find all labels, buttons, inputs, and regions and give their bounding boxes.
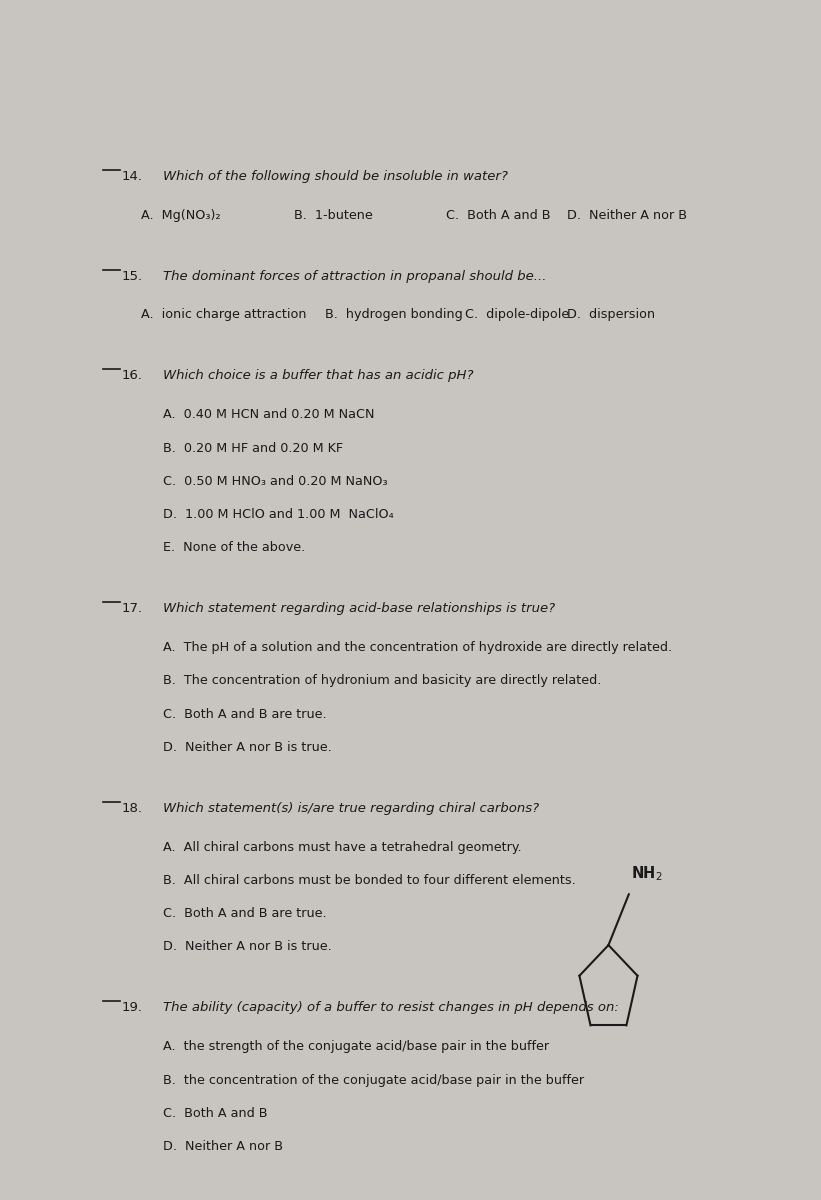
Text: D.  Neither A nor B: D. Neither A nor B (567, 209, 687, 222)
Text: The dominant forces of attraction in propanal should be...: The dominant forces of attraction in pro… (163, 270, 547, 283)
Text: B.  the concentration of the conjugate acid/base pair in the buffer: B. the concentration of the conjugate ac… (163, 1074, 585, 1086)
Text: 14.: 14. (122, 170, 143, 182)
Text: A.  Mg(NO₃)₂: A. Mg(NO₃)₂ (141, 209, 220, 222)
Text: D.  Neither A nor B: D. Neither A nor B (163, 1140, 283, 1153)
Text: 18.: 18. (122, 802, 143, 815)
Text: B.  1-butene: B. 1-butene (294, 209, 372, 222)
Text: D.  1.00 M HClO and 1.00 M  NaClO₄: D. 1.00 M HClO and 1.00 M NaClO₄ (163, 508, 394, 521)
Text: A.  All chiral carbons must have a tetrahedral geometry.: A. All chiral carbons must have a tetrah… (163, 841, 521, 853)
Text: Which statement regarding acid-base relationships is true?: Which statement regarding acid-base rela… (163, 602, 555, 616)
Text: A.  0.40 M HCN and 0.20 M NaCN: A. 0.40 M HCN and 0.20 M NaCN (163, 408, 374, 421)
Text: The ability (capacity) of a buffer to resist changes in pH depends on:: The ability (capacity) of a buffer to re… (163, 1002, 619, 1014)
Text: 15.: 15. (122, 270, 143, 283)
Text: A.  the strength of the conjugate acid/base pair in the buffer: A. the strength of the conjugate acid/ba… (163, 1040, 549, 1054)
Text: B.  0.20 M HF and 0.20 M KF: B. 0.20 M HF and 0.20 M KF (163, 442, 343, 455)
Text: B.  hydrogen bonding: B. hydrogen bonding (325, 308, 463, 322)
Text: D.  dispersion: D. dispersion (567, 308, 655, 322)
Text: B.  All chiral carbons must be bonded to four different elements.: B. All chiral carbons must be bonded to … (163, 874, 576, 887)
Text: D.  Neither A nor B is true.: D. Neither A nor B is true. (163, 740, 332, 754)
Text: 19.: 19. (122, 1002, 143, 1014)
Text: Which statement(s) is/are true regarding chiral carbons?: Which statement(s) is/are true regarding… (163, 802, 539, 815)
Text: Which choice is a buffer that has an acidic pH?: Which choice is a buffer that has an aci… (163, 370, 474, 383)
Text: C.  Both A and B are true.: C. Both A and B are true. (163, 907, 327, 920)
Text: 16.: 16. (122, 370, 143, 383)
Text: C.  Both A and B are true.: C. Both A and B are true. (163, 708, 327, 721)
Text: C.  dipole-dipole: C. dipole-dipole (466, 308, 570, 322)
Text: 17.: 17. (122, 602, 143, 616)
Text: C.  Both A and B: C. Both A and B (447, 209, 551, 222)
Text: C.  Both A and B: C. Both A and B (163, 1106, 268, 1120)
Text: E.  None of the above.: E. None of the above. (163, 541, 305, 554)
Text: A.  ionic charge attraction: A. ionic charge attraction (141, 308, 306, 322)
Text: C.  0.50 M HNO₃ and 0.20 M NaNO₃: C. 0.50 M HNO₃ and 0.20 M NaNO₃ (163, 475, 388, 487)
Text: NH$_2$: NH$_2$ (631, 864, 663, 883)
Text: D.  Neither A nor B is true.: D. Neither A nor B is true. (163, 941, 332, 954)
Text: Which of the following should be insoluble in water?: Which of the following should be insolub… (163, 170, 508, 182)
Text: A.  The pH of a solution and the concentration of hydroxide are directly related: A. The pH of a solution and the concentr… (163, 641, 672, 654)
Text: B.  The concentration of hydronium and basicity are directly related.: B. The concentration of hydronium and ba… (163, 674, 602, 688)
